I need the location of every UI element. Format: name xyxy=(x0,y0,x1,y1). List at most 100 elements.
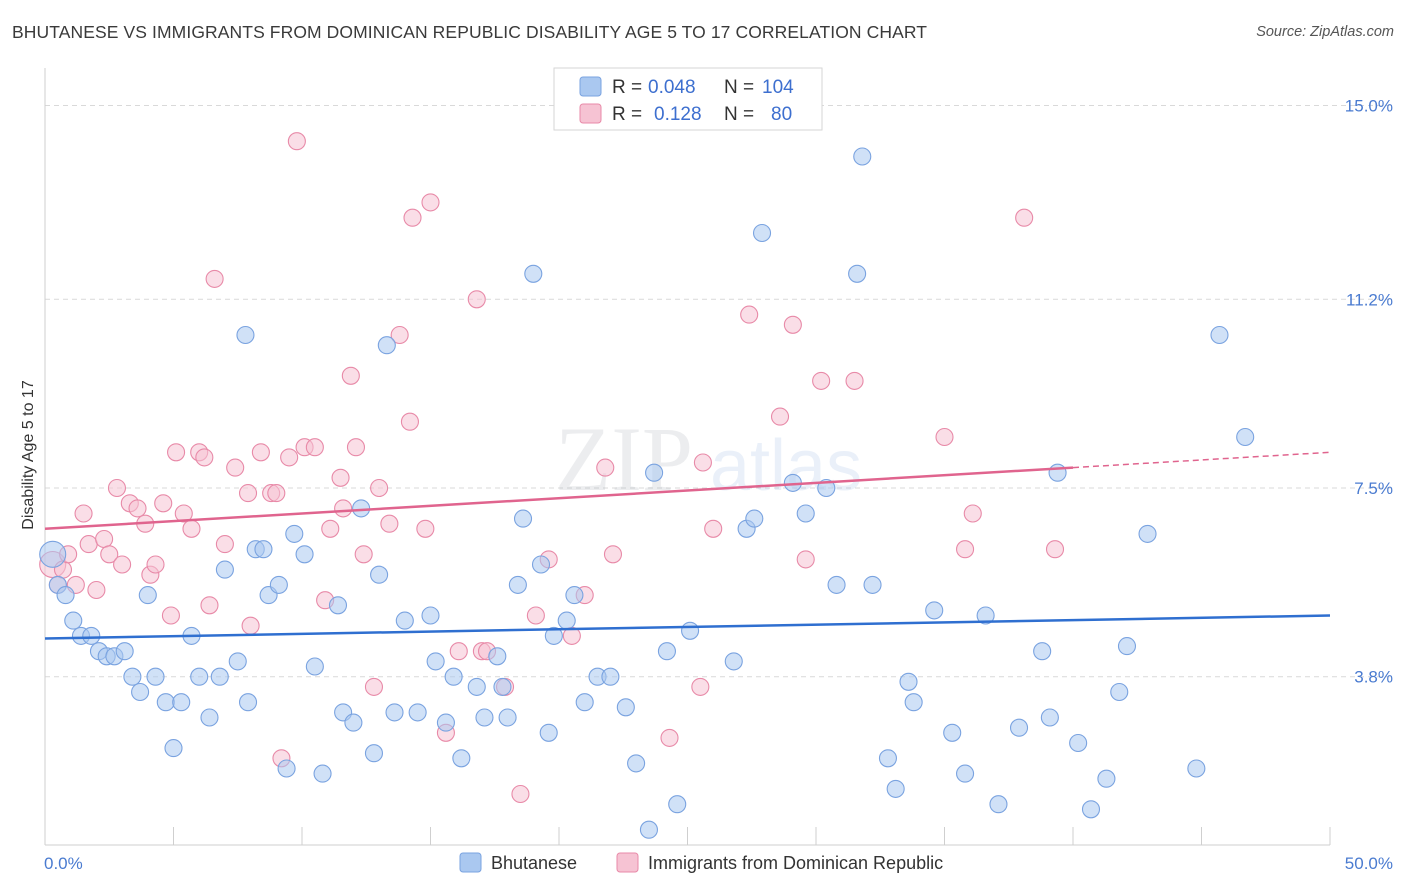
legend-swatch-blue xyxy=(579,76,602,97)
pink-point xyxy=(526,606,545,625)
pink-point xyxy=(467,290,486,309)
pink-point xyxy=(603,545,623,564)
pink-point xyxy=(511,784,530,804)
blue-point xyxy=(238,693,258,712)
y-tick-label: 7.5% xyxy=(1354,479,1393,498)
pink-point xyxy=(161,606,180,625)
blue-point xyxy=(313,764,332,783)
trend-lines xyxy=(44,451,1331,640)
pink-trend-extension xyxy=(1072,451,1331,469)
blue-point xyxy=(215,560,234,579)
blue-point xyxy=(488,647,507,666)
pink-point xyxy=(174,504,193,523)
pink-point xyxy=(354,545,373,564)
pink-point xyxy=(691,677,710,696)
pink-point xyxy=(783,315,802,334)
blue-point xyxy=(1210,325,1229,345)
pink-point xyxy=(963,504,982,523)
blue-point xyxy=(1138,524,1157,543)
blue-point xyxy=(796,504,815,523)
blue-point xyxy=(344,713,363,732)
blue-point xyxy=(285,524,304,543)
grid-lines xyxy=(45,105,1395,678)
source-credit: Source: ZipAtlas.com xyxy=(1256,24,1394,40)
y-axis-label: Disability Age 5 to 17 xyxy=(20,380,37,530)
blue-point xyxy=(364,744,384,763)
blue-point xyxy=(904,693,923,712)
blue-point xyxy=(848,264,867,283)
pink-point xyxy=(380,514,399,533)
blue-point xyxy=(601,667,620,686)
blue-point xyxy=(254,540,273,559)
legend-n-value-1: 104 xyxy=(762,77,794,98)
pink-point xyxy=(1045,540,1065,559)
blue-point xyxy=(295,545,314,564)
blue-point xyxy=(146,667,165,686)
pink-point xyxy=(449,642,468,661)
pink-point xyxy=(370,478,389,498)
blue-point xyxy=(627,754,646,773)
blue-point xyxy=(878,749,898,768)
pink-point xyxy=(704,519,723,538)
blue-point xyxy=(989,795,1008,814)
blue-point xyxy=(498,708,517,727)
x-tick-label-min: 0.0% xyxy=(44,854,83,873)
blue-point xyxy=(827,575,846,594)
blue-point xyxy=(853,147,872,166)
bottom-legend-swatch-pink xyxy=(616,852,639,873)
pink-point xyxy=(334,499,353,518)
pink-point xyxy=(770,407,790,426)
pink-point xyxy=(331,468,350,487)
pink-trend-line xyxy=(44,466,1074,531)
blue-point xyxy=(1048,463,1067,482)
blue-point xyxy=(1236,427,1255,447)
pink-point xyxy=(421,193,440,212)
pink-point xyxy=(100,545,119,564)
legend-n-label-1: N = xyxy=(724,77,754,98)
blue-point xyxy=(210,667,229,686)
pink-point xyxy=(341,366,360,385)
blue-point xyxy=(56,586,75,605)
pink-point xyxy=(238,484,258,503)
blue-point xyxy=(452,749,471,768)
pink-point xyxy=(128,499,147,518)
legend-r-label-1: R = xyxy=(612,77,642,98)
blue-point xyxy=(467,677,486,696)
pink-point xyxy=(167,443,186,462)
pink-point xyxy=(346,438,366,457)
pink-point xyxy=(107,478,127,498)
pink-point xyxy=(87,580,106,600)
pink-point xyxy=(400,412,419,431)
pink-point xyxy=(390,325,409,345)
pink-point xyxy=(280,448,299,467)
pink-point xyxy=(79,535,98,554)
blue-point xyxy=(616,698,635,717)
series-pink-points xyxy=(39,132,1065,804)
pink-point xyxy=(195,448,214,467)
blue-trend-line xyxy=(44,614,1331,640)
blue-point xyxy=(115,642,134,661)
blue-point xyxy=(444,667,463,686)
blue-point xyxy=(228,652,247,671)
pink-point xyxy=(416,519,435,538)
blue-point xyxy=(1069,733,1088,753)
blue-point xyxy=(493,677,512,696)
bottom-legend-label-blue: Bhutanese xyxy=(491,853,577,873)
blue-point xyxy=(557,611,576,630)
blue-point xyxy=(1097,769,1116,788)
legend-n-value-2: 80 xyxy=(771,104,792,125)
pink-point xyxy=(796,550,815,569)
pink-point xyxy=(226,458,245,477)
blue-point xyxy=(724,652,743,671)
blue-point xyxy=(200,708,219,727)
blue-point xyxy=(190,667,209,686)
blue-point xyxy=(745,509,764,528)
blue-point xyxy=(172,693,191,712)
bottom-legend: Bhutanese Immigrants from Dominican Repu… xyxy=(459,852,943,873)
bottom-legend-swatch-blue xyxy=(459,852,482,873)
legend-r-value-2: 0.128 xyxy=(654,104,702,125)
blue-point xyxy=(956,764,975,783)
watermark-atlas: atlas xyxy=(710,426,862,506)
blue-point xyxy=(164,739,183,758)
